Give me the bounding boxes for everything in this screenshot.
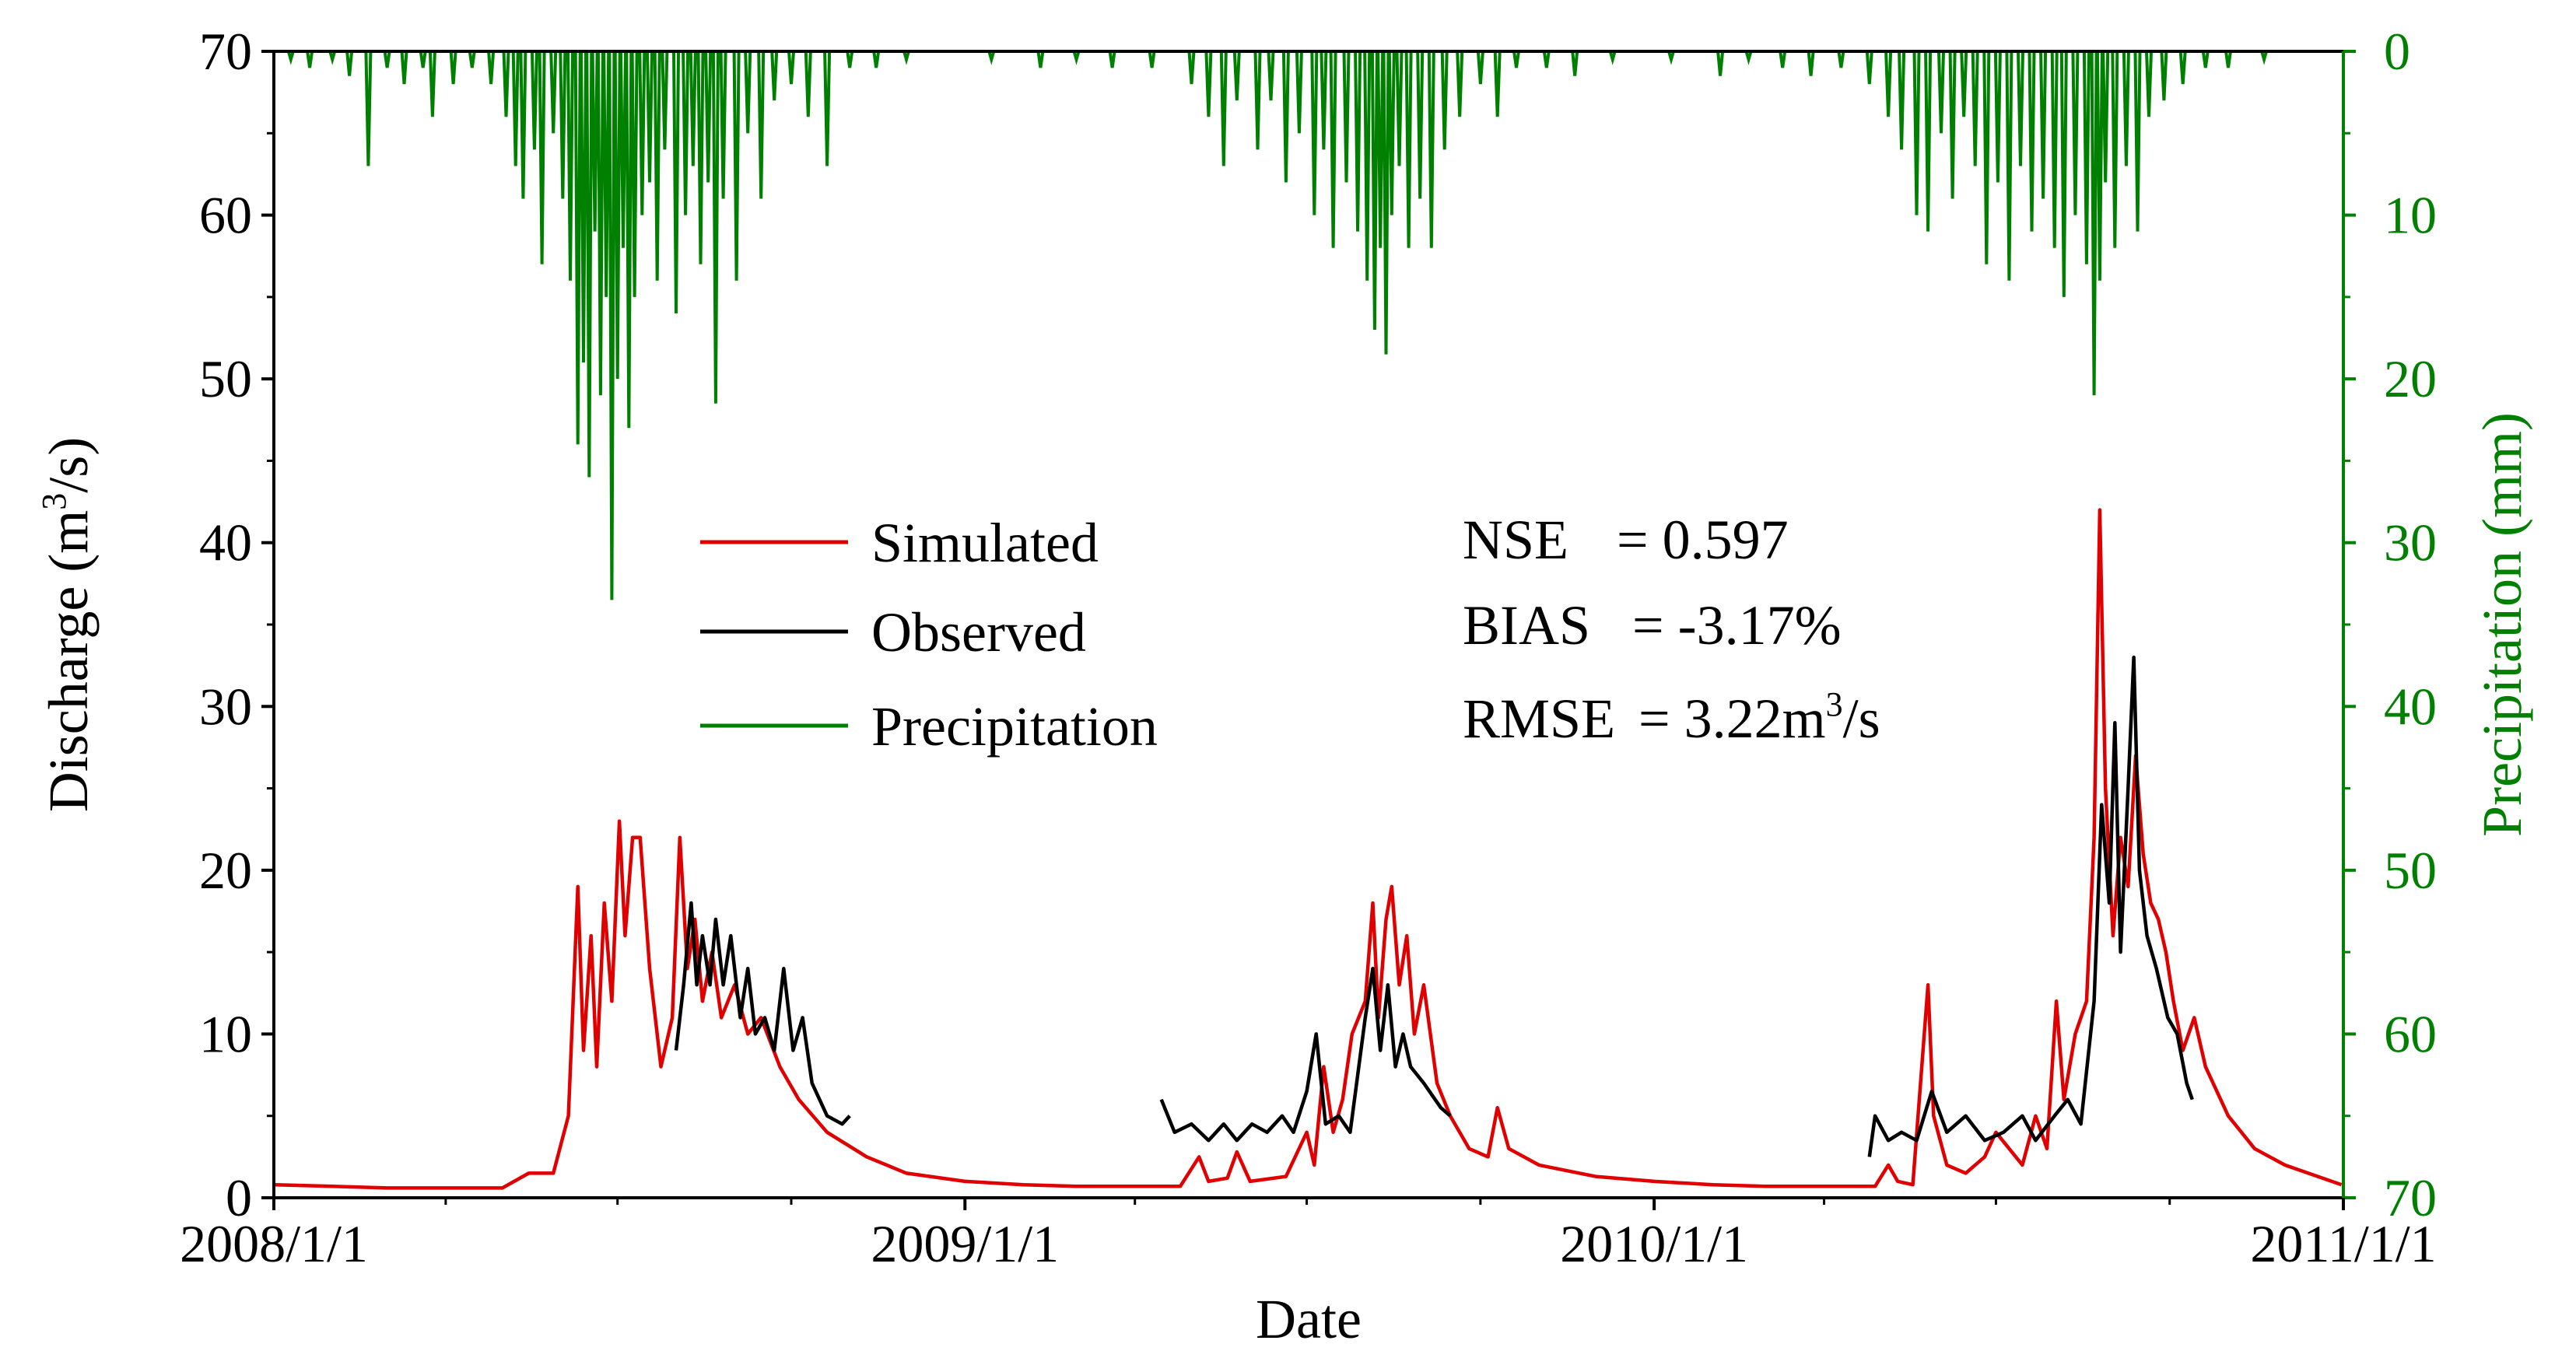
left-y-axis: 0 10 20 30 40 50 60 70 xyxy=(199,22,274,1227)
right-tick-label: 0 xyxy=(2384,22,2410,81)
statistics-annotation: NSE = 0.597 BIAS = -3.17% RMSE = 3.22m3/… xyxy=(1463,509,1880,750)
series-precipitation xyxy=(286,51,2269,600)
right-tick-label: 60 xyxy=(2384,1004,2437,1063)
left-tick-label: 70 xyxy=(199,22,252,81)
legend: Simulated Observed Precipitation xyxy=(700,512,1158,758)
y-axis-title-right: Precipitation (mm) xyxy=(2471,412,2533,837)
legend-label-precipitation: Precipitation xyxy=(871,695,1158,758)
legend-label-simulated: Simulated xyxy=(871,512,1099,574)
x-tick-label: 2008/1/1 xyxy=(180,1214,368,1273)
series-layer xyxy=(273,51,2343,1190)
left-tick-label: 50 xyxy=(199,349,252,408)
x-tick-label: 2010/1/1 xyxy=(1560,1214,1748,1273)
nse-value: = 0.597 xyxy=(1617,509,1789,571)
right-tick-label: 40 xyxy=(2384,677,2437,736)
x-axis: 2008/1/1 2009/1/1 2010/1/1 2011/1/1 xyxy=(180,1198,2437,1273)
left-tick-label: 10 xyxy=(199,1004,252,1063)
nse-label: NSE xyxy=(1463,509,1568,571)
right-tick-label: 70 xyxy=(2384,1168,2437,1227)
left-tick-label: 0 xyxy=(226,1168,252,1227)
x-axis-title: Date xyxy=(1256,1288,1362,1350)
x-tick-label: 2009/1/1 xyxy=(871,1214,1059,1273)
y-axis-title-left: Discharge (m3/s) xyxy=(35,437,100,813)
right-tick-label: 30 xyxy=(2384,513,2437,572)
right-tick-label: 10 xyxy=(2384,186,2437,245)
left-tick-label: 40 xyxy=(199,513,252,572)
x-tick-label: 2011/1/1 xyxy=(2250,1214,2436,1273)
series-simulated xyxy=(273,508,2343,1190)
left-tick-label: 60 xyxy=(199,186,252,245)
rmse-value: = 3.22m3/s xyxy=(1638,685,1880,750)
right-y-axis: 70 60 50 40 30 20 10 0 xyxy=(2343,22,2437,1227)
bias-label: BIAS xyxy=(1463,594,1590,656)
right-tick-label: 20 xyxy=(2384,349,2437,408)
left-tick-label: 30 xyxy=(199,677,252,736)
rmse-label: RMSE xyxy=(1463,688,1615,750)
left-tick-label: 20 xyxy=(199,841,252,900)
series-observed xyxy=(674,655,2194,1157)
bias-value: = -3.17% xyxy=(1632,594,1842,656)
right-tick-label: 50 xyxy=(2384,841,2437,900)
legend-label-observed: Observed xyxy=(871,601,1086,663)
